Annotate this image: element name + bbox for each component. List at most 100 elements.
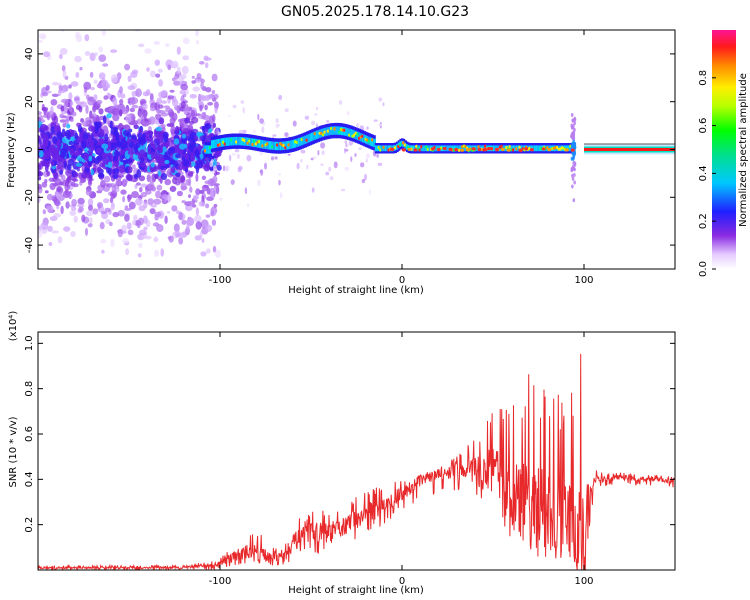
spectrogram-blob [46,205,54,212]
spectrogram-blob [181,185,188,190]
spectrogram-blob [195,30,200,37]
spectrogram-blob [77,197,85,205]
spectrogram-blob [59,169,63,175]
spectrogram-blob [113,126,119,132]
spectrogram-blob [177,164,183,171]
spectrogram-blob [321,150,325,156]
spectrogram-blob [167,95,174,100]
spectrogram-blob [228,154,232,162]
spectrogram-blob [328,166,332,172]
spectrogram-blob [571,184,574,189]
snr-panel: -100 0 100 0.2 0.4 0.6 0.8 1.0 Height of strai… [8,311,676,596]
spectrogram-blob [133,145,139,153]
spectrogram-blob [88,204,93,211]
spectrogram-blob [57,236,63,244]
spectrogram-blob [572,136,575,141]
spectrogram-blob [131,104,139,109]
spectrogram-blob [127,150,135,155]
spectrogram-blob [377,162,383,166]
spectrogram-blob [50,126,55,135]
spectrogram-blob [74,97,80,101]
spectrogram-blob [99,128,105,138]
spectrogram-y-ticks: -40 -20 0 20 40 [24,48,675,253]
spectrogram-blob [210,170,216,174]
spectrogram-blob [110,74,118,83]
x-tick-label: 0 [399,576,405,587]
spectrogram-blob [73,151,80,157]
spectrogram-blob [106,113,112,119]
spectrogram-blob [145,135,150,141]
spectrogram-blob [56,185,62,193]
spectrogram-blob [296,162,300,170]
spectrogram-blob [194,199,198,203]
spectrogram-blob [306,164,309,170]
spectrogram-blob [102,63,109,67]
spectrogram-blob [164,178,171,186]
spectrogram-blob [38,183,42,190]
spectrogram-band [335,126,339,135]
spectrogram-blob [340,188,346,192]
spectrogram-band [376,145,379,152]
spectrogram-blob [300,149,306,154]
spectrogram-blob [117,228,123,238]
spectrogram-blob [205,87,212,93]
spectrogram-band [273,141,276,150]
spectrogram-blob [66,153,70,158]
spectrogram-blob [38,150,44,158]
spectrogram-blob [74,55,82,63]
spectrogram-blob [49,216,58,222]
spectrogram-blob [115,141,123,148]
spectrogram-band [350,129,353,138]
spectrogram-band [420,145,424,152]
spectrogram-blob [52,136,58,144]
spectrogram-blob [315,106,319,111]
spectrogram-band [419,145,422,152]
spectrogram-hot-spot [430,147,435,151]
spectrogram-blob [81,171,88,179]
spectrogram-blob [150,162,155,168]
spectrogram-band [297,138,301,147]
spectrogram-blob [160,248,164,257]
spectrogram-blob [212,245,217,253]
spectrogram-blob [195,221,202,230]
spectrogram-blob [40,222,49,230]
spectrogram-blob [70,118,74,122]
spectrogram-band [260,139,263,149]
spectrogram-blob [88,125,96,132]
spectrogram-blob [98,46,104,53]
spectrogram-hot-spot [495,147,499,152]
spectrogram-blob [149,208,156,215]
spectrogram-blob [572,198,576,203]
spectrogram-blob [85,189,93,196]
spectrogram-blob [278,179,281,186]
spectrogram-blob [161,127,166,132]
spectrogram-blob [59,47,68,55]
spectrogram-blob [174,73,180,80]
spectrogram-blob [257,113,260,121]
spectrogram-blob [175,172,181,177]
spectrogram-blob [101,249,105,254]
spectrogram-blob [115,180,122,186]
spectrogram-hot-spot [547,148,552,152]
spectrogram-band [299,137,302,146]
spectrogram-blob [125,174,132,180]
spectrogram-band [258,139,262,148]
spectrogram-band [214,139,217,148]
spectrogram-blob [199,189,205,194]
spectrogram-blob [63,101,69,108]
spectrogram-blob [194,136,198,142]
spectrogram-blob [104,175,111,183]
colorbar-tick-label: 0.2 [698,213,709,229]
spectrogram-blob [42,160,50,166]
spectrogram-blob [275,124,279,129]
spectrogram-blob [182,37,190,45]
spectrogram-blob [138,242,143,248]
spectrogram-blob [146,183,153,190]
spectrogram-blob [88,155,93,162]
spectrogram-blob [186,222,190,231]
spectrogram-blob [210,210,214,217]
spectrogram-band [270,141,273,150]
spectrogram-blob [103,198,110,204]
spectrogram-blob [196,73,202,80]
spectrogram-blob [75,162,83,167]
